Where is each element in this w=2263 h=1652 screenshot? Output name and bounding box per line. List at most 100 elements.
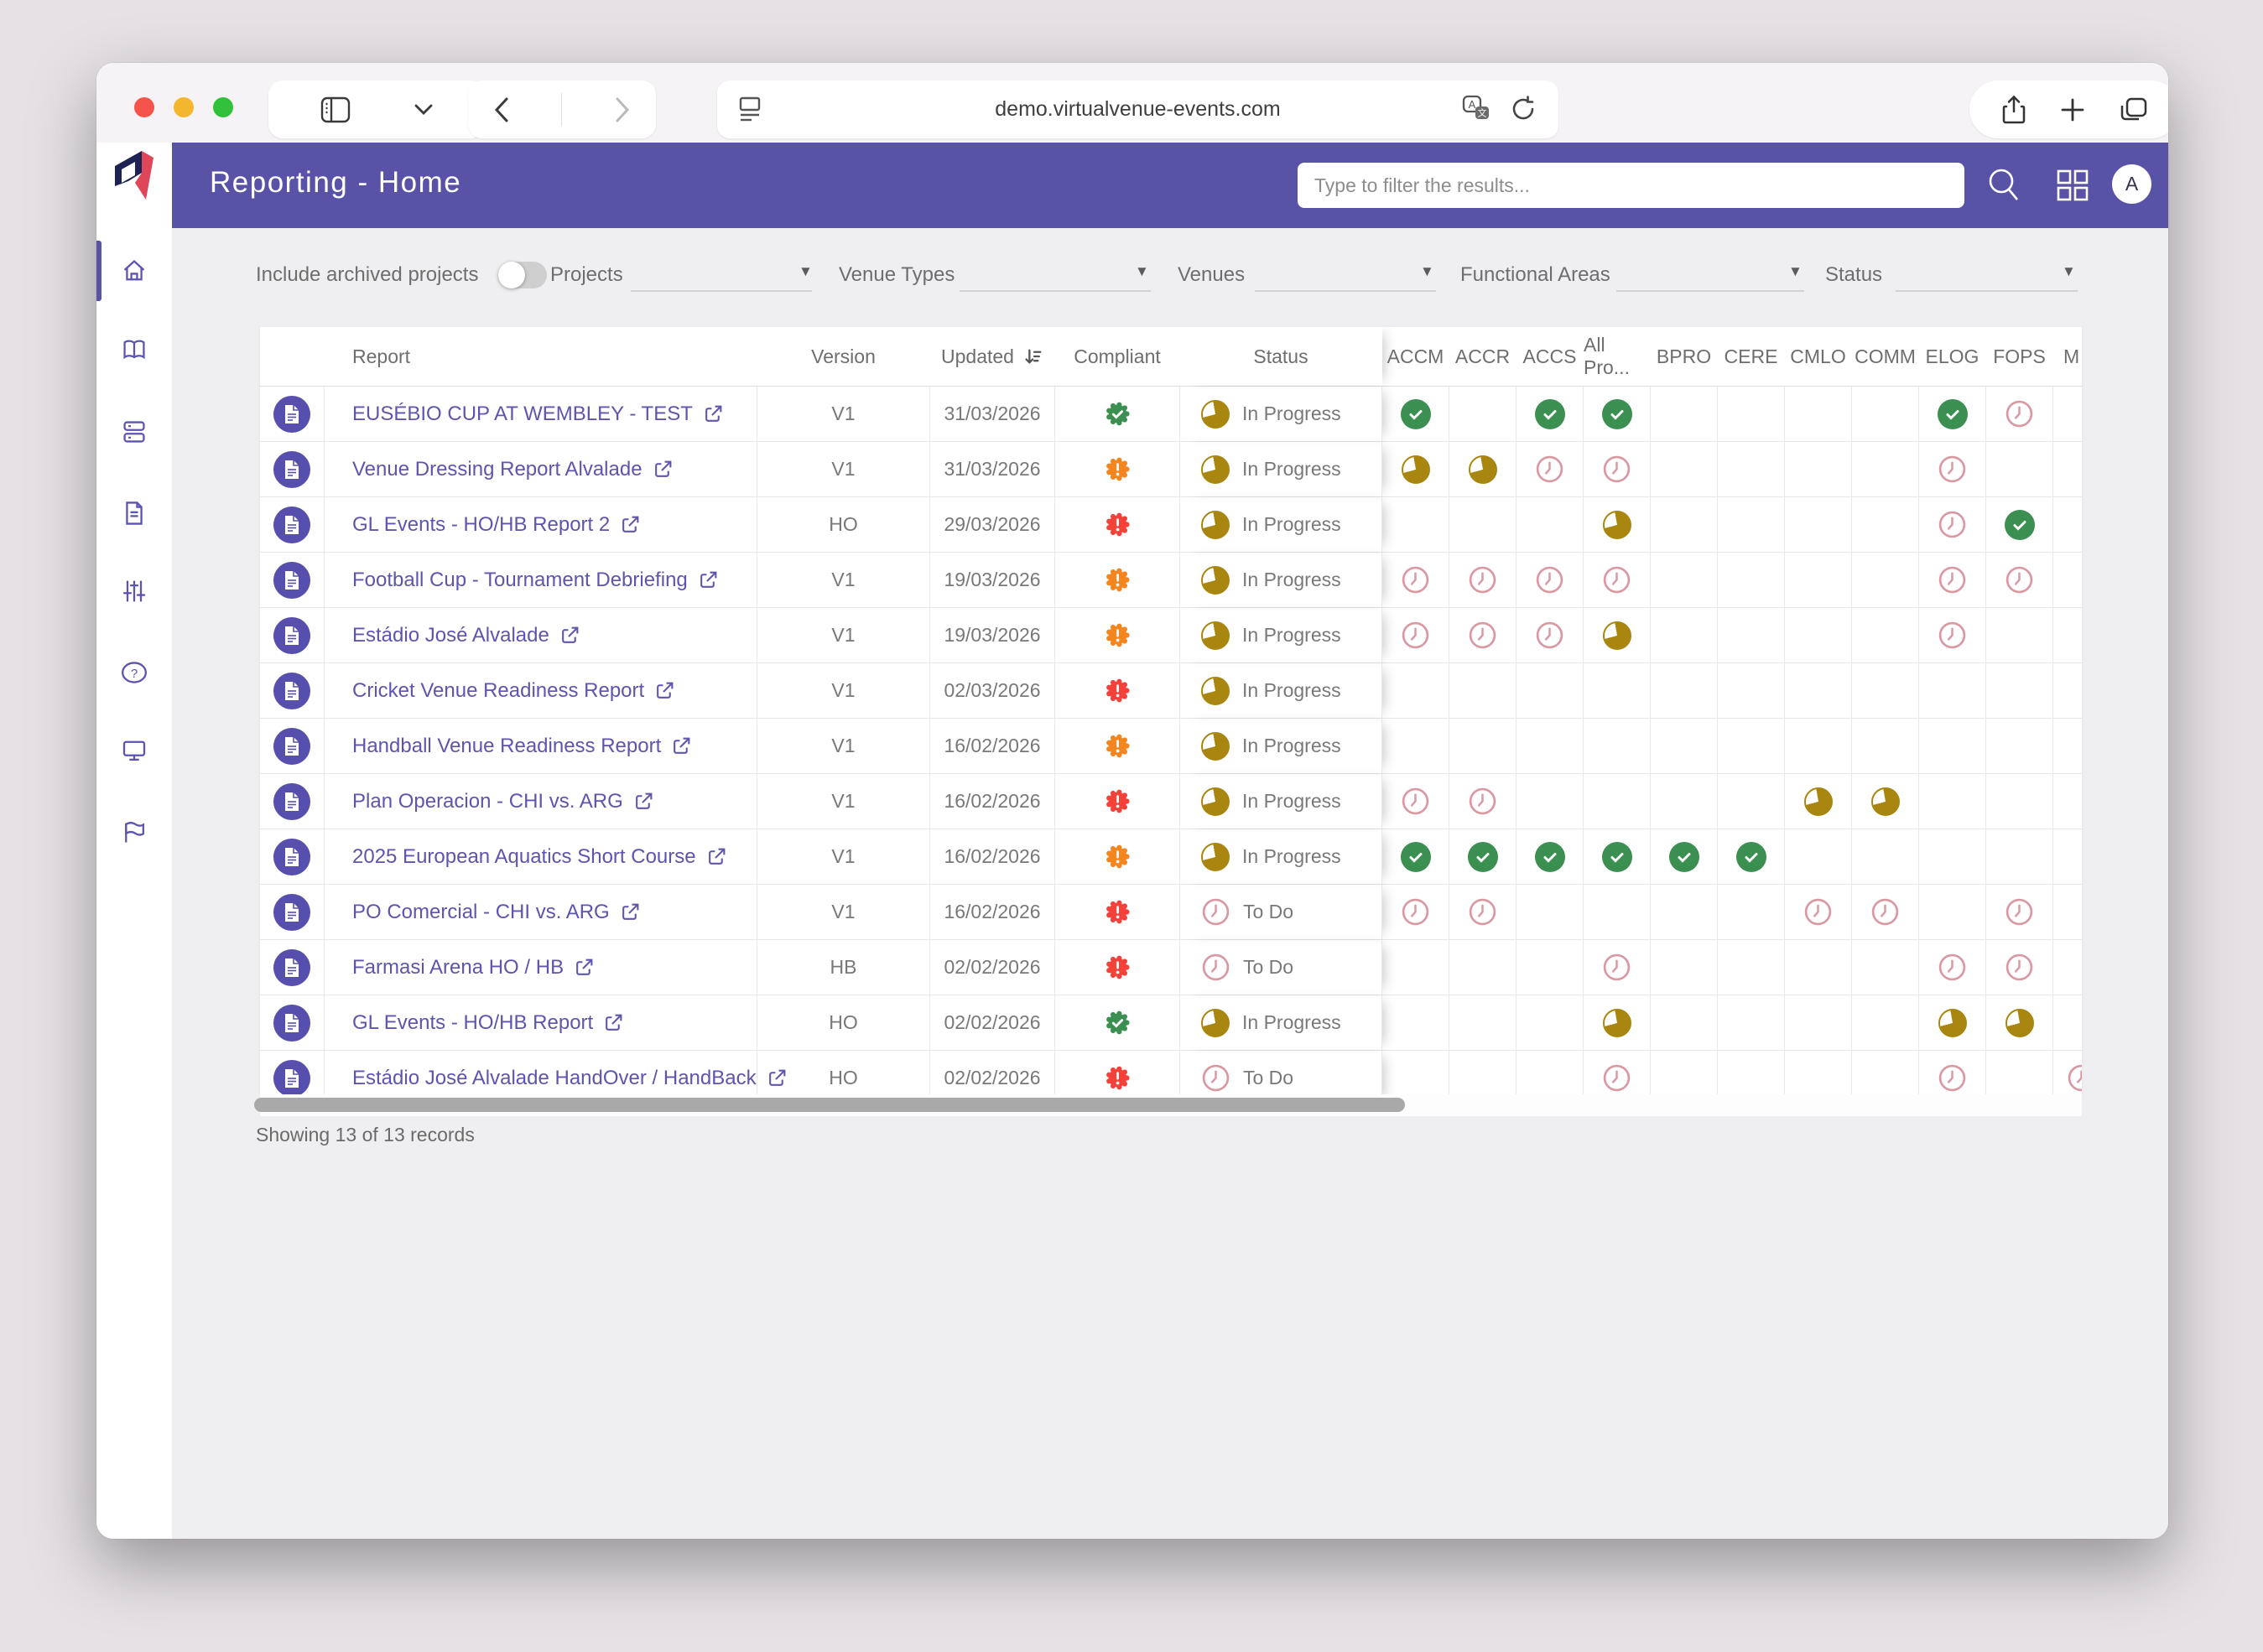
fullscreen-button[interactable] bbox=[213, 97, 233, 117]
header-area-cere[interactable]: CERE bbox=[1724, 345, 1778, 367]
sidebar-item-flags[interactable] bbox=[96, 807, 172, 857]
apps-grid-icon[interactable] bbox=[2056, 169, 2089, 206]
external-link-icon[interactable] bbox=[603, 1012, 624, 1033]
sidebar-item-display[interactable] bbox=[96, 725, 172, 776]
warning-badge bbox=[1105, 733, 1131, 759]
tabs-overview-icon[interactable] bbox=[2120, 96, 2148, 123]
report-link[interactable]: Estádio José Alvalade HandOver / HandBac… bbox=[352, 1067, 788, 1090]
report-document-icon bbox=[273, 1059, 310, 1094]
report-link[interactable]: Venue Dressing Report Alvalade bbox=[352, 458, 674, 481]
reload-icon[interactable] bbox=[1510, 95, 1537, 127]
header-version[interactable]: Version bbox=[811, 345, 876, 367]
external-link-icon[interactable] bbox=[559, 625, 580, 646]
horizontal-scrollbar-thumb[interactable] bbox=[254, 1098, 1405, 1112]
app-logo[interactable] bbox=[110, 148, 159, 212]
report-link[interactable]: Plan Operacion - CHI vs. ARG bbox=[352, 790, 654, 813]
external-link-icon[interactable] bbox=[767, 1068, 788, 1088]
url-text[interactable]: demo.virtualvenue-events.com bbox=[995, 97, 1281, 121]
dropdown-venue-types[interactable]: Venue Types bbox=[839, 263, 955, 286]
header-area-comm[interactable]: COMM bbox=[1855, 345, 1916, 367]
report-link[interactable]: Farmasi Arena HO / HB bbox=[352, 956, 595, 979]
todo-clock-icon bbox=[2067, 1063, 2082, 1093]
sidebar-item-reports[interactable] bbox=[96, 488, 172, 538]
updated-value: 29/03/2026 bbox=[930, 497, 1055, 552]
header-report[interactable]: Report bbox=[352, 345, 411, 367]
area-status-cell bbox=[1382, 442, 1449, 496]
sidebar-item-home[interactable] bbox=[96, 246, 172, 296]
area-status-cell bbox=[1449, 774, 1516, 829]
dropdown-venues[interactable]: Venues bbox=[1178, 263, 1246, 286]
sidebar-item-help[interactable]: ? bbox=[96, 647, 172, 698]
status-cell: In Progress bbox=[1180, 663, 1382, 718]
back-button[interactable] bbox=[494, 97, 509, 122]
todo-clock-icon bbox=[1602, 455, 1631, 484]
header-area-accm[interactable]: ACCM bbox=[1386, 345, 1444, 367]
report-link[interactable]: Cricket Venue Readiness Report bbox=[352, 679, 675, 703]
minimize-button[interactable] bbox=[174, 97, 194, 117]
report-link[interactable]: Handball Venue Readiness Report bbox=[352, 735, 692, 758]
report-link[interactable]: GL Events - HO/HB Report bbox=[352, 1011, 624, 1035]
area-status-cell bbox=[1449, 387, 1516, 441]
sort-descending-icon[interactable] bbox=[1022, 346, 1043, 367]
header-updated[interactable]: Updated bbox=[930, 327, 1055, 386]
area-status-cell bbox=[1852, 719, 1919, 773]
header-area-m[interactable]: M bbox=[2063, 345, 2080, 367]
report-link[interactable]: Football Cup - Tournament Debriefing bbox=[352, 569, 719, 592]
chevron-down-icon[interactable] bbox=[414, 104, 433, 116]
share-icon[interactable] bbox=[2001, 95, 2026, 125]
chevron-down-icon[interactable]: ▼ bbox=[1420, 263, 1434, 279]
search-icon[interactable] bbox=[1985, 165, 2022, 208]
avatar[interactable]: A bbox=[2112, 164, 2151, 204]
version-value: V1 bbox=[757, 774, 930, 829]
report-link[interactable]: Estádio José Alvalade bbox=[352, 624, 580, 647]
close-button[interactable] bbox=[134, 97, 154, 117]
header-area-fops[interactable]: FOPS bbox=[1993, 345, 2046, 367]
header-area-allpro[interactable]: All Pro... bbox=[1584, 334, 1630, 378]
header-area-accs[interactable]: ACCS bbox=[1522, 345, 1577, 367]
chevron-down-icon[interactable]: ▼ bbox=[2062, 263, 2076, 279]
filter-results-input[interactable] bbox=[1298, 163, 1964, 208]
sidebar-item-settings[interactable] bbox=[96, 566, 172, 616]
report-link[interactable]: PO Comercial - CHI vs. ARG bbox=[352, 901, 641, 924]
header-status[interactable]: Status bbox=[1180, 327, 1382, 386]
forward-button[interactable] bbox=[615, 97, 630, 122]
new-tab-icon[interactable] bbox=[2060, 97, 2085, 122]
version-value: V1 bbox=[757, 885, 930, 939]
external-link-icon[interactable] bbox=[654, 680, 675, 701]
external-link-icon[interactable] bbox=[698, 569, 719, 590]
sidebar-toggle-icon[interactable] bbox=[320, 96, 351, 123]
external-link-icon[interactable] bbox=[574, 957, 595, 978]
chevron-down-icon[interactable]: ▼ bbox=[1788, 263, 1803, 279]
external-link-icon[interactable] bbox=[620, 901, 641, 922]
external-link-icon[interactable] bbox=[671, 735, 692, 756]
chevron-down-icon[interactable]: ▼ bbox=[1135, 263, 1149, 279]
version-value: HB bbox=[757, 940, 930, 995]
dropdown-projects[interactable]: Projects bbox=[550, 263, 623, 286]
reader-icon[interactable] bbox=[737, 95, 762, 129]
todo-clock-icon bbox=[2005, 399, 2034, 429]
sidebar-item-data[interactable] bbox=[96, 407, 172, 457]
header-area-bpro[interactable]: BPRO bbox=[1656, 345, 1712, 367]
external-link-icon[interactable] bbox=[706, 846, 727, 867]
toggle-knob[interactable] bbox=[498, 262, 525, 288]
external-link-icon[interactable] bbox=[620, 514, 641, 535]
report-link[interactable]: 2025 European Aquatics Short Course bbox=[352, 845, 727, 869]
header-area-cmlo[interactable]: CMLO bbox=[1790, 345, 1846, 367]
archived-toggle[interactable] bbox=[498, 262, 547, 288]
area-status-cell bbox=[1785, 663, 1852, 718]
dropdown-functional-areas[interactable]: Functional Areas bbox=[1460, 263, 1610, 286]
active-nav-indicator bbox=[96, 241, 101, 301]
external-link-icon[interactable] bbox=[633, 791, 654, 812]
report-link[interactable]: GL Events - HO/HB Report 2 bbox=[352, 513, 641, 537]
header-compliant[interactable]: Compliant bbox=[1074, 345, 1161, 367]
external-link-icon[interactable] bbox=[653, 459, 674, 480]
header-area-elog[interactable]: ELOG bbox=[1925, 345, 1979, 367]
dropdown-status[interactable]: Status bbox=[1825, 263, 1883, 286]
sidebar-item-library[interactable] bbox=[96, 325, 172, 376]
header-area-accr[interactable]: ACCR bbox=[1454, 345, 1511, 367]
chevron-down-icon[interactable]: ▼ bbox=[799, 263, 813, 279]
report-link[interactable]: EUSÉBIO CUP AT WEMBLEY - TEST bbox=[352, 403, 724, 426]
external-link-icon[interactable] bbox=[703, 403, 724, 424]
